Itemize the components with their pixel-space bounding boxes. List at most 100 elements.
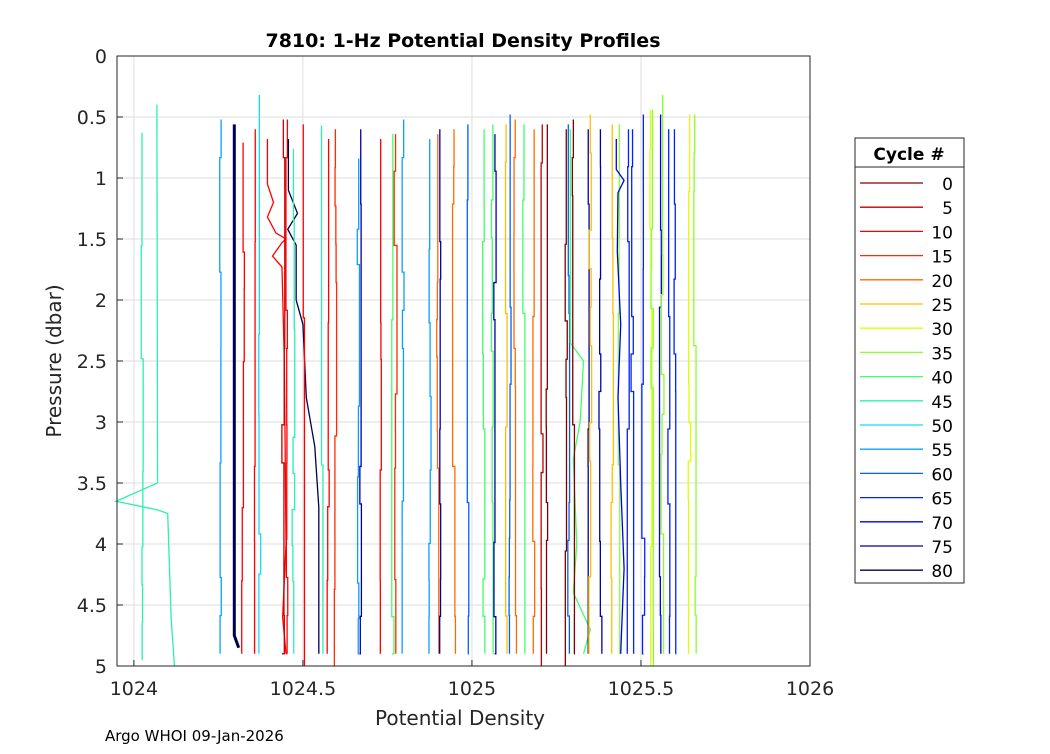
- legend-label-25: 25: [931, 296, 953, 316]
- y-tick-label: 0.5: [77, 107, 107, 129]
- chart-title: 7810: 1-Hz Potential Density Profiles: [265, 30, 660, 52]
- legend-label-75: 75: [931, 538, 953, 558]
- y-tick-label: 4.5: [77, 595, 107, 617]
- legend-label-45: 45: [931, 393, 953, 413]
- y-tick-label: 3: [95, 412, 107, 434]
- y-tick-label: 1: [95, 168, 107, 190]
- profile-line-cycle-80: [232, 124, 241, 649]
- profile-line-cycle-65: [630, 129, 635, 654]
- profile-line-cycle-60: [466, 124, 470, 655]
- legend-label-50: 50: [931, 417, 953, 437]
- profile-line-cycle-45: [320, 125, 324, 654]
- x-tick-label: 1025: [448, 678, 496, 700]
- y-tick-label: 2.5: [77, 351, 107, 373]
- profile-line-cycle-65: [673, 129, 677, 655]
- x-tick-label: 1024.5: [270, 678, 336, 700]
- legend-box: [854, 137, 965, 584]
- legend-label-65: 65: [931, 490, 953, 510]
- y-tick-label: 5: [95, 656, 107, 678]
- y-tick-label: 2: [95, 290, 107, 312]
- profile-line-cycle-5: [281, 119, 286, 655]
- profile-line-cycle-10: [285, 119, 289, 655]
- profile-line-cycle-55: [401, 119, 405, 654]
- profile-line-cycle-40: [569, 129, 591, 654]
- profile-line-cycle-60: [508, 114, 512, 654]
- profile-line-cycle-25: [588, 114, 593, 654]
- legend-label-15: 15: [931, 248, 953, 268]
- profile-line-cycle-20: [532, 129, 536, 654]
- profile-line-cycle-35: [660, 95, 665, 654]
- x-tick-label: 1025.5: [608, 678, 674, 700]
- legend-label-40: 40: [931, 369, 953, 389]
- profile-line-cycle-35: [650, 109, 655, 666]
- profile-line-cycle-0: [564, 129, 568, 666]
- profile-line-cycle-75: [598, 129, 603, 654]
- profile-line-cycle-45: [113, 104, 176, 667]
- profile-line-cycle-40: [522, 124, 526, 654]
- profile-line-cycle-65: [641, 114, 646, 655]
- profile-line-cycle-20: [436, 134, 440, 654]
- legend-label-70: 70: [931, 514, 953, 534]
- legend-label-0: 0: [942, 175, 953, 195]
- legend-label-80: 80: [931, 562, 953, 582]
- profile-line-cycle-25: [610, 124, 615, 654]
- profile-line-cycle-40: [391, 134, 395, 655]
- x-axis-label: Potential Density: [375, 706, 545, 730]
- y-tick-label: 0: [95, 46, 107, 68]
- y-tick-label: 3.5: [77, 473, 107, 495]
- profile-line-cycle-5: [540, 124, 544, 667]
- profile-line-cycle-75: [439, 129, 442, 654]
- profile-line-cycle-75: [359, 129, 363, 655]
- legend-label-35: 35: [931, 344, 953, 364]
- profile-line-cycle-65: [626, 129, 630, 654]
- profile-line-cycle-15: [393, 134, 398, 654]
- profile-line-cycle-75: [493, 134, 497, 655]
- profile-line-cycle-10: [253, 129, 256, 654]
- profile-line-cycle-10: [379, 138, 382, 654]
- y-tick-label: 4: [95, 534, 107, 556]
- profile-line-cycle-10: [302, 124, 306, 666]
- profile-line-cycle-10: [241, 142, 246, 654]
- profile-line-cycle-25: [504, 124, 508, 654]
- profile-line-cycle-80: [286, 138, 320, 654]
- profile-line-cycle-35: [693, 114, 697, 654]
- profile-line-cycle-20: [451, 129, 457, 654]
- profile-line-cycle-45: [140, 132, 144, 660]
- profile-line-cycle-40: [481, 129, 486, 654]
- y-axis-label: Pressure (dbar): [42, 284, 66, 437]
- profile-line-cycle-50: [258, 95, 262, 654]
- legend-label-30: 30: [931, 320, 953, 340]
- profile-line-cycle-20: [513, 119, 518, 654]
- profile-line-cycle-70: [658, 114, 662, 654]
- footer-credit: Argo WHOI 09-Jan-2026: [105, 727, 284, 745]
- x-tick-label: 1026: [786, 678, 834, 700]
- legend-label-55: 55: [931, 441, 953, 461]
- profile-line-cycle-15: [333, 129, 338, 667]
- profile-line-cycle-40: [490, 124, 494, 654]
- x-tick-label: 1024: [110, 678, 158, 700]
- legend-label-20: 20: [931, 272, 953, 292]
- profile-line-cycle-55: [219, 119, 222, 654]
- legend-label-10: 10: [931, 223, 953, 243]
- profile-line-cycle-30: [649, 109, 653, 666]
- profile-line-cycle-45: [291, 148, 296, 654]
- profile-line-cycle-55: [356, 158, 361, 655]
- profile-line-cycle-30: [687, 114, 692, 655]
- profile-line-cycle-10: [266, 138, 288, 654]
- profile-line-cycle-70: [615, 138, 625, 654]
- profile-line-cycle-55: [428, 138, 432, 654]
- profile-line-cycle-10: [326, 138, 330, 654]
- y-tick-label: 1.5: [77, 229, 107, 251]
- legend-label-60: 60: [931, 465, 953, 485]
- legend: Cycle # 0 5 10 15 20 25 30 35 40 45 50 55 60 65 70 75 80: [854, 137, 965, 584]
- profile-line-cycle-65: [667, 129, 671, 654]
- profile-line-cycle-0: [545, 124, 549, 654]
- legend-title: Cycle #: [873, 145, 944, 165]
- legend-label-5: 5: [942, 199, 953, 219]
- profile-lines: [113, 95, 697, 667]
- axis-ticks: 1024 1024.5 1025 1025.5 1026 0 0.5 1 1.5 2 2.5 3 3.5…: [77, 46, 834, 700]
- profile-line-cycle-75: [587, 129, 590, 654]
- profile-line-cycle-60: [567, 124, 571, 654]
- profile-line-cycle-0: [571, 119, 576, 655]
